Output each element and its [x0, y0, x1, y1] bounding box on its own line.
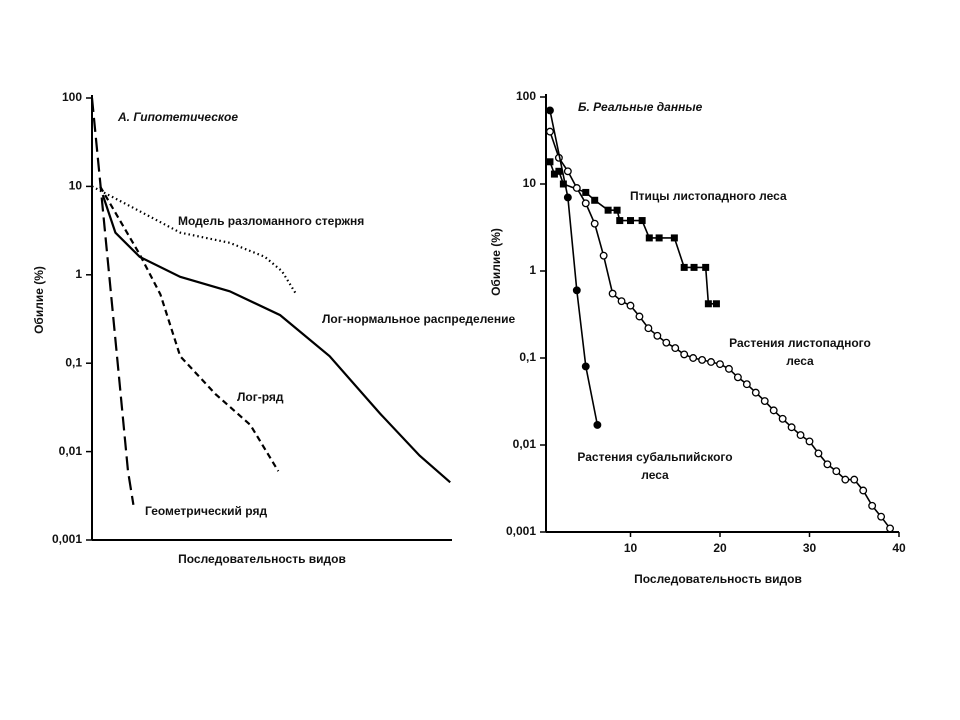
- point: [593, 421, 602, 429]
- y-tick-label: 0,1: [65, 355, 82, 369]
- point: [698, 355, 707, 364]
- chart-title: Б. Реальные данные: [578, 100, 703, 114]
- point: [653, 331, 662, 340]
- point: [886, 524, 894, 533]
- y-tick-label: 1: [529, 263, 536, 277]
- point: [823, 460, 832, 469]
- point: [613, 206, 621, 214]
- point: [796, 431, 805, 440]
- series-label: Растения листопадного леса: [729, 336, 871, 368]
- point: [604, 206, 612, 214]
- point: [707, 358, 715, 366]
- point: [572, 286, 581, 295]
- point: [546, 158, 554, 166]
- point: [690, 263, 698, 271]
- series-label: Лог-нормальное распределение: [322, 312, 515, 326]
- point: [704, 300, 712, 308]
- point: [769, 406, 778, 415]
- x-axis-label: Последовательность видов: [634, 572, 802, 586]
- point: [644, 324, 653, 333]
- point: [635, 312, 644, 321]
- y-tick-label: 10: [523, 176, 537, 190]
- point: [832, 467, 841, 476]
- point: [689, 354, 698, 362]
- series-line: [90, 97, 135, 505]
- point: [638, 217, 646, 225]
- series-label: Растения субальпийского леса: [577, 450, 732, 482]
- point: [546, 106, 554, 115]
- y-tick-label: 100: [516, 89, 536, 103]
- x-tick-label: 10: [624, 541, 638, 555]
- point: [716, 360, 724, 369]
- point: [877, 512, 886, 521]
- point: [712, 300, 720, 308]
- point: [581, 199, 590, 208]
- point: [655, 234, 663, 242]
- point: [581, 362, 590, 371]
- point: [671, 344, 680, 353]
- point: [702, 263, 710, 271]
- y-tick-label: 100: [62, 90, 82, 104]
- point: [814, 449, 823, 458]
- x-tick-label: 20: [713, 541, 727, 555]
- point: [680, 350, 689, 359]
- y-tick-label: 0,001: [52, 532, 82, 546]
- point: [626, 301, 635, 310]
- y-axis-label: Обилие (%): [489, 228, 503, 296]
- y-axis-label: Обилие (%): [32, 266, 46, 334]
- point: [555, 167, 563, 175]
- point: [559, 180, 567, 188]
- point: [616, 217, 624, 225]
- x-axis-label: Последовательность видов: [178, 552, 346, 566]
- point: [591, 196, 599, 204]
- point: [608, 289, 617, 298]
- point: [617, 297, 626, 306]
- chart-title: А. Гипотетическое: [117, 110, 238, 124]
- y-tick-label: 0,01: [59, 444, 83, 458]
- point: [563, 167, 572, 176]
- point: [582, 188, 590, 196]
- point: [751, 388, 760, 397]
- y-tick-label: 1: [75, 267, 82, 281]
- point: [680, 263, 688, 271]
- point: [670, 234, 678, 242]
- point: [859, 486, 868, 495]
- point: [572, 184, 581, 192]
- point: [805, 437, 814, 446]
- y-tick-label: 0,1: [519, 350, 536, 364]
- series-line: [101, 194, 451, 484]
- point: [645, 234, 653, 242]
- series-label: Модель разломанного стержня: [178, 214, 364, 228]
- x-tick-label: 40: [892, 541, 906, 555]
- point: [841, 475, 850, 484]
- point: [850, 475, 859, 484]
- point: [550, 170, 558, 178]
- point: [599, 251, 608, 260]
- point: [563, 193, 572, 202]
- series-label: Геометрический ряд: [145, 504, 267, 518]
- point: [662, 338, 671, 347]
- point: [725, 364, 733, 373]
- y-tick-label: 0,01: [513, 437, 537, 451]
- point: [868, 501, 877, 510]
- series-label: Лог-ряд: [237, 390, 284, 404]
- point: [742, 380, 751, 389]
- series-label: Птицы листопадного леса: [630, 189, 787, 203]
- point: [627, 217, 634, 225]
- point: [760, 397, 769, 406]
- point: [733, 373, 742, 382]
- y-tick-label: 0,001: [506, 524, 536, 538]
- x-tick-label: 30: [803, 541, 817, 555]
- point: [590, 219, 599, 228]
- point: [787, 423, 796, 432]
- point: [778, 414, 787, 423]
- y-tick-label: 10: [69, 179, 83, 193]
- point: [546, 127, 554, 136]
